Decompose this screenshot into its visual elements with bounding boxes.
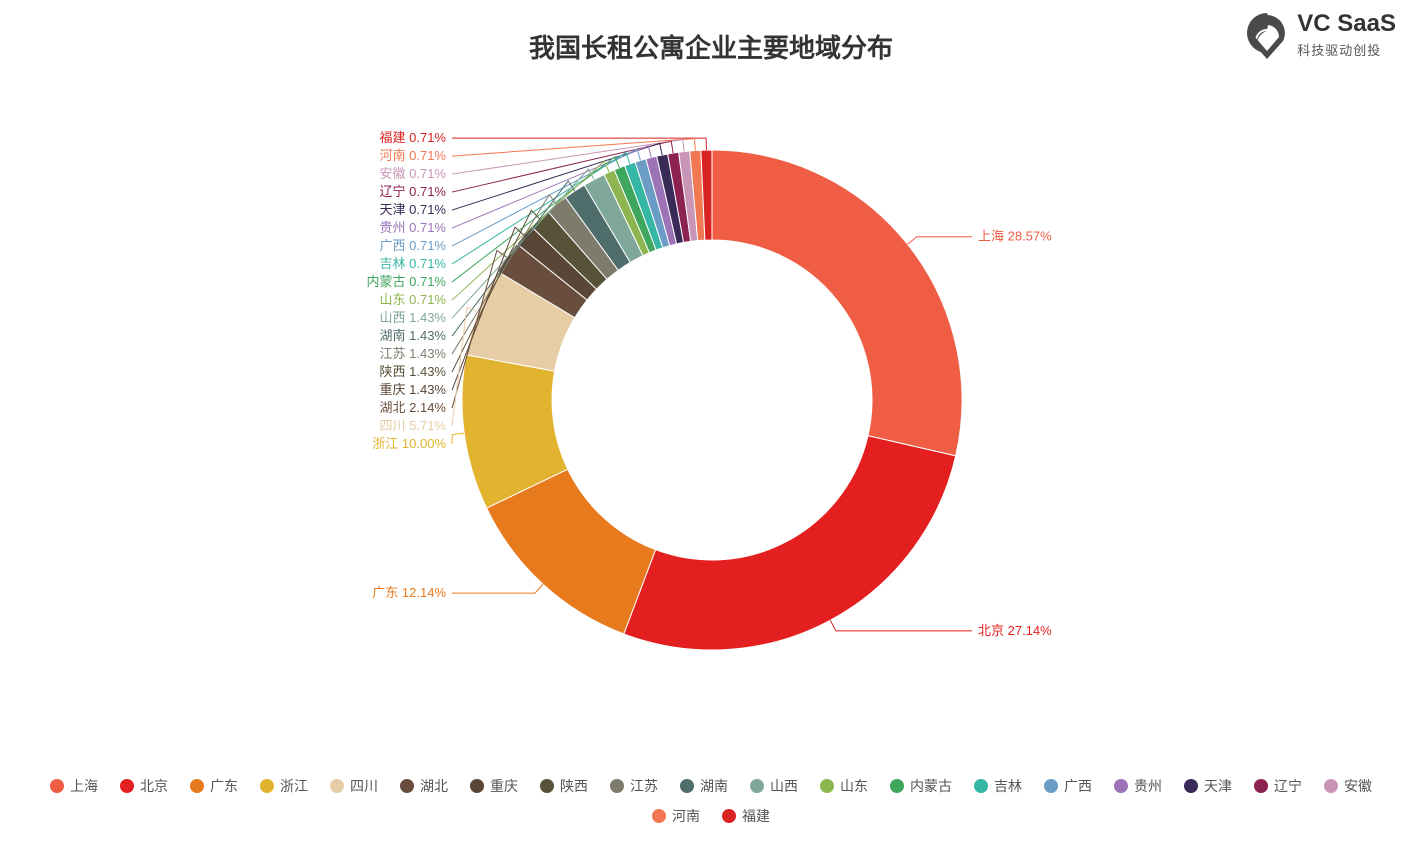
legend: 上海 北京 广东 浙江 四川 湖北 重庆 陕西 江苏 湖南 山西 山东 内蒙古 吉林 广西 贵州 天津 辽宁 安徽河… (0, 776, 1422, 826)
legend-dot (50, 779, 64, 793)
brand-logo: VC SaaS 科技驱动创投 (1247, 12, 1396, 59)
slice-label: 江苏 1.43% (380, 346, 447, 361)
slice-label: 浙江 10.00% (372, 436, 446, 451)
slice-label: 福建 0.71% (380, 130, 447, 145)
legend-label: 重庆 (490, 776, 518, 796)
legend-item[interactable]: 辽宁 (1254, 776, 1302, 796)
legend-label: 广西 (1064, 776, 1092, 796)
legend-label: 安徽 (1344, 776, 1372, 796)
legend-dot (750, 779, 764, 793)
legend-item[interactable]: 广西 (1044, 776, 1092, 796)
legend-dot (120, 779, 134, 793)
slice-label: 上海 28.57% (978, 229, 1052, 244)
legend-dot (400, 779, 414, 793)
legend-label: 广东 (210, 776, 238, 796)
legend-label: 浙江 (280, 776, 308, 796)
legend-dot (1324, 779, 1338, 793)
slice-label: 内蒙古 0.71% (367, 274, 447, 289)
chart-title: 我国长租公寓企业主要地域分布 (0, 28, 1422, 65)
legend-label: 贵州 (1134, 776, 1162, 796)
slice-label: 安徽 0.71% (380, 166, 447, 181)
legend-dot (1254, 779, 1268, 793)
legend-dot (470, 779, 484, 793)
legend-label: 湖北 (420, 776, 448, 796)
legend-label: 湖南 (700, 776, 728, 796)
legend-item[interactable]: 福建 (722, 806, 770, 826)
legend-item[interactable]: 陕西 (540, 776, 588, 796)
slice-label: 天津 0.71% (380, 202, 447, 217)
legend-item[interactable]: 河南 (652, 806, 700, 826)
slice-上海 (712, 150, 962, 456)
legend-item[interactable]: 安徽 (1324, 776, 1372, 796)
legend-label: 山西 (770, 776, 798, 796)
leader-line (908, 237, 972, 244)
leader-line (452, 433, 464, 444)
leader-line (452, 138, 706, 150)
legend-dot (190, 779, 204, 793)
legend-label: 福建 (742, 806, 770, 826)
legend-label: 河南 (672, 806, 700, 826)
slice-label: 山西 1.43% (380, 310, 447, 325)
legend-dot (540, 779, 554, 793)
legend-item[interactable]: 四川 (330, 776, 378, 796)
legend-dot (974, 779, 988, 793)
slice-label: 陕西 1.43% (380, 364, 447, 379)
legend-item[interactable]: 天津 (1184, 776, 1232, 796)
legend-item[interactable]: 山西 (750, 776, 798, 796)
legend-dot (820, 779, 834, 793)
legend-dot (1044, 779, 1058, 793)
legend-label: 江苏 (630, 776, 658, 796)
legend-item[interactable]: 浙江 (260, 776, 308, 796)
legend-label: 陕西 (560, 776, 588, 796)
slice-label: 山东 0.71% (380, 292, 447, 307)
legend-label: 内蒙古 (910, 776, 952, 796)
legend-item[interactable]: 内蒙古 (890, 776, 952, 796)
legend-dot (330, 779, 344, 793)
legend-dot (260, 779, 274, 793)
legend-item[interactable]: 湖北 (400, 776, 448, 796)
logo-icon (1247, 13, 1287, 59)
legend-item[interactable]: 广东 (190, 776, 238, 796)
legend-dot (890, 779, 904, 793)
legend-item[interactable]: 吉林 (974, 776, 1022, 796)
slice-label: 广西 0.71% (380, 238, 447, 253)
slice-label: 湖北 2.14% (380, 400, 447, 415)
legend-dot (1114, 779, 1128, 793)
slice-label: 北京 27.14% (978, 623, 1052, 638)
legend-label: 吉林 (994, 776, 1022, 796)
legend-item[interactable]: 江苏 (610, 776, 658, 796)
legend-dot (610, 779, 624, 793)
slice-label: 广东 12.14% (372, 585, 446, 600)
legend-item[interactable]: 北京 (120, 776, 168, 796)
legend-dot (722, 809, 736, 823)
legend-label: 上海 (70, 776, 98, 796)
legend-item[interactable]: 贵州 (1114, 776, 1162, 796)
legend-dot (652, 809, 666, 823)
legend-item[interactable]: 重庆 (470, 776, 518, 796)
legend-item[interactable]: 上海 (50, 776, 98, 796)
leader-line (830, 620, 972, 631)
legend-item[interactable]: 湖南 (680, 776, 728, 796)
legend-label: 山东 (840, 776, 868, 796)
slice-label: 贵州 0.71% (380, 220, 447, 235)
legend-label: 四川 (350, 776, 378, 796)
logo-text-sub: 科技驱动创投 (1297, 40, 1396, 59)
legend-label: 天津 (1204, 776, 1232, 796)
legend-dot (1184, 779, 1198, 793)
slice-label: 辽宁 0.71% (380, 184, 447, 199)
logo-text-main: VC SaaS (1297, 12, 1396, 36)
donut-chart: 上海 28.57% 北京 27.14% 福建 0.71% 河南 0.71% 安徽 0.7… (0, 90, 1422, 710)
legend-label: 辽宁 (1274, 776, 1302, 796)
legend-item[interactable]: 山东 (820, 776, 868, 796)
slice-label: 湖南 1.43% (380, 328, 447, 343)
slice-北京 (624, 436, 956, 650)
leader-line (452, 139, 695, 156)
slice-label: 吉林 0.71% (380, 256, 447, 271)
legend-dot (680, 779, 694, 793)
slice-label: 河南 0.71% (380, 148, 447, 163)
legend-label: 北京 (140, 776, 168, 796)
leader-line (452, 584, 543, 593)
slice-label: 重庆 1.43% (380, 382, 447, 397)
slice-label: 四川 5.71% (380, 418, 447, 433)
